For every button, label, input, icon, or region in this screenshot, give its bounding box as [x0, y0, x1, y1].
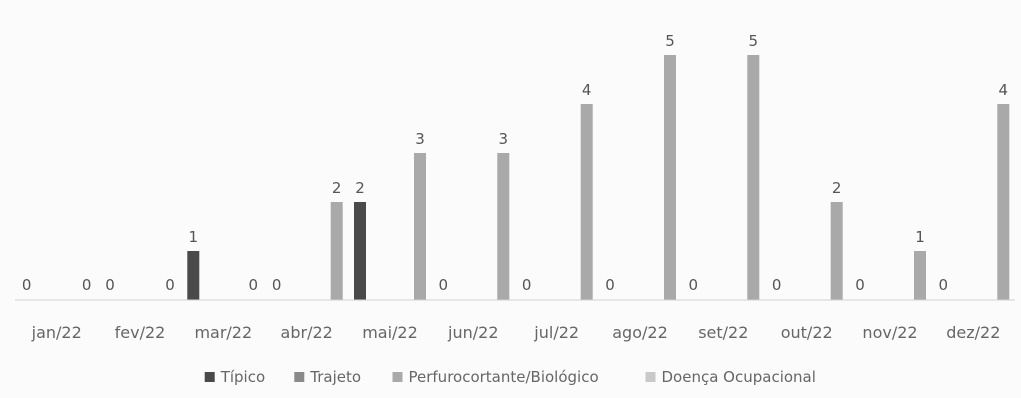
value-label: 2 [332, 179, 342, 197]
value-label: 3 [415, 130, 425, 148]
value-label: 0 [939, 276, 949, 294]
legend-swatch [392, 372, 403, 382]
legend-label: Perfurocortante/Biológico [409, 368, 599, 386]
x-tick-label: abr/22 [281, 323, 333, 342]
x-tick-label: jul/22 [533, 323, 579, 342]
legend-swatch [294, 372, 305, 382]
x-tick-label: nov/22 [862, 323, 917, 342]
value-label: 0 [272, 276, 282, 294]
value-label: 0 [105, 276, 115, 294]
x-tick-label: jan/22 [31, 323, 82, 342]
value-label: 0 [165, 276, 175, 294]
legend-item: Doença Ocupacional [645, 368, 816, 386]
bar-mar/22-Típico [187, 251, 200, 300]
value-label: 0 [689, 276, 699, 294]
legend-label: Típico [220, 368, 265, 386]
legend-item: Trajeto [294, 368, 361, 386]
legend-swatch [645, 372, 656, 382]
bar-nov/22-Perfurocortante/Biológico [914, 251, 926, 300]
value-label: 0 [772, 276, 782, 294]
value-label: 0 [82, 276, 92, 294]
bars-group [187, 55, 1010, 300]
value-label: 1 [189, 228, 199, 246]
value-label: 0 [522, 276, 532, 294]
x-tick-label: out/22 [781, 323, 833, 342]
bar-mai/22-Típico [354, 202, 366, 300]
value-label: 1 [915, 228, 925, 246]
bar-mai/22-Perfurocortante/Biológico [414, 153, 426, 300]
legend: Típico Trajeto Perfurocortante/Biológico Do… [204, 368, 816, 386]
x-tick-label: mar/22 [194, 323, 252, 342]
x-tick-labels-group: jan/22 fev/22 mar/22 abr/22 mai/22 jun/22 jul/… [31, 323, 1001, 342]
x-tick-label: jun/22 [447, 323, 498, 342]
value-label: 0 [22, 276, 32, 294]
legend-swatch [204, 372, 215, 382]
legend-item: Perfurocortante/Biológico [392, 368, 599, 386]
bar-jun/22-Perfurocortante/Biológico [497, 153, 510, 300]
value-label: 0 [855, 276, 865, 294]
x-tick-label: mai/22 [362, 323, 418, 342]
legend-item: Típico [204, 368, 265, 386]
bar-out/22-Perfurocortante/Biológico [830, 202, 843, 300]
value-label: 4 [582, 81, 592, 99]
value-label: 5 [749, 32, 759, 50]
x-tick-label: fev/22 [115, 323, 166, 342]
value-label: 0 [605, 276, 615, 294]
x-tick-label: ago/22 [612, 323, 668, 342]
bar-jul/22-Perfurocortante/Biológico [580, 104, 593, 300]
value-label: 5 [665, 32, 675, 50]
value-label: 2 [832, 179, 842, 197]
bar-abr/22-Perfurocortante/Biológico [330, 202, 343, 300]
legend-label: Doença Ocupacional [662, 368, 816, 386]
x-tick-label: set/22 [698, 323, 748, 342]
bar-dez/22-Perfurocortante/Biológico [997, 104, 1010, 300]
bar-ago/22-Perfurocortante/Biológico [664, 55, 676, 300]
value-label: 0 [439, 276, 449, 294]
value-label: 2 [355, 179, 365, 197]
value-label: 0 [249, 276, 259, 294]
value-label: 3 [499, 130, 509, 148]
value-label: 4 [999, 81, 1009, 99]
bar-set/22-Perfurocortante/Biológico [747, 55, 760, 300]
legend-label: Trajeto [309, 368, 361, 386]
x-tick-label: dez/22 [946, 323, 1000, 342]
